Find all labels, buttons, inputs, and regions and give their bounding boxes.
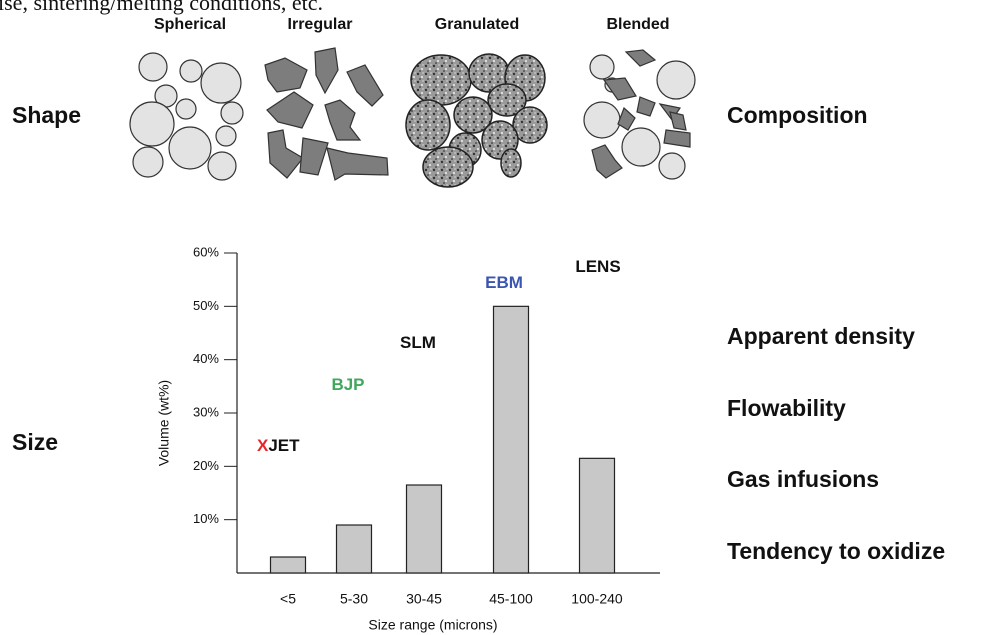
x-axis-label: Size range (microns) xyxy=(368,617,497,633)
shape-type: Spherical xyxy=(154,16,226,33)
y-tick-label: 30% xyxy=(193,404,219,419)
x-tick-label: 30-45 xyxy=(406,591,442,607)
spherical-particles xyxy=(130,53,243,180)
x-tick-label: 100-240 xyxy=(571,591,623,607)
process-label-part: SLM xyxy=(400,333,436,352)
row-label: Shape xyxy=(12,102,81,128)
granulated-particles xyxy=(406,54,547,187)
bar xyxy=(337,525,372,573)
x-tick-label: 5-30 xyxy=(340,591,368,607)
process-label-part: EBM xyxy=(485,273,523,292)
property: Tendency to oxidize xyxy=(727,538,945,564)
irregular-particles xyxy=(265,48,388,180)
process-label: EBM xyxy=(485,273,523,292)
y-tick-label: 20% xyxy=(193,458,219,473)
bar xyxy=(407,485,442,573)
property: Gas infusions xyxy=(727,466,879,492)
y-tick-label: 60% xyxy=(193,244,219,259)
shape-type: Granulated xyxy=(435,16,519,33)
row-label: Size xyxy=(12,429,58,455)
process-label: SLM xyxy=(400,333,436,352)
bar xyxy=(494,306,529,573)
process-label: XJET xyxy=(257,436,300,455)
process-label-part: LENS xyxy=(575,257,620,276)
y-axis-label: Volume (wt%) xyxy=(156,380,172,466)
property: Flowability xyxy=(727,395,846,421)
y-tick-label: 50% xyxy=(193,298,219,313)
header-text: ise, sintering/melting conditions, etc. xyxy=(0,0,323,15)
y-tick-label: 40% xyxy=(193,351,219,366)
process-label-part: JET xyxy=(268,436,300,455)
property: Apparent density xyxy=(727,323,915,349)
bar xyxy=(271,557,306,573)
property: Composition xyxy=(727,102,868,128)
shape-type: Irregular xyxy=(288,16,353,33)
process-label-part: BJP xyxy=(331,375,364,394)
x-tick-label: <5 xyxy=(280,591,296,607)
x-tick-label: 45-100 xyxy=(489,591,533,607)
process-label-part: X xyxy=(257,436,269,455)
process-label: LENS xyxy=(575,257,620,276)
process-label: BJP xyxy=(331,375,364,394)
shape-type: Blended xyxy=(606,16,669,33)
blended-particles xyxy=(584,50,695,179)
y-tick-label: 10% xyxy=(193,511,219,526)
figure: ise, sintering/melting conditions, etc. … xyxy=(0,0,983,635)
bar xyxy=(580,458,615,573)
